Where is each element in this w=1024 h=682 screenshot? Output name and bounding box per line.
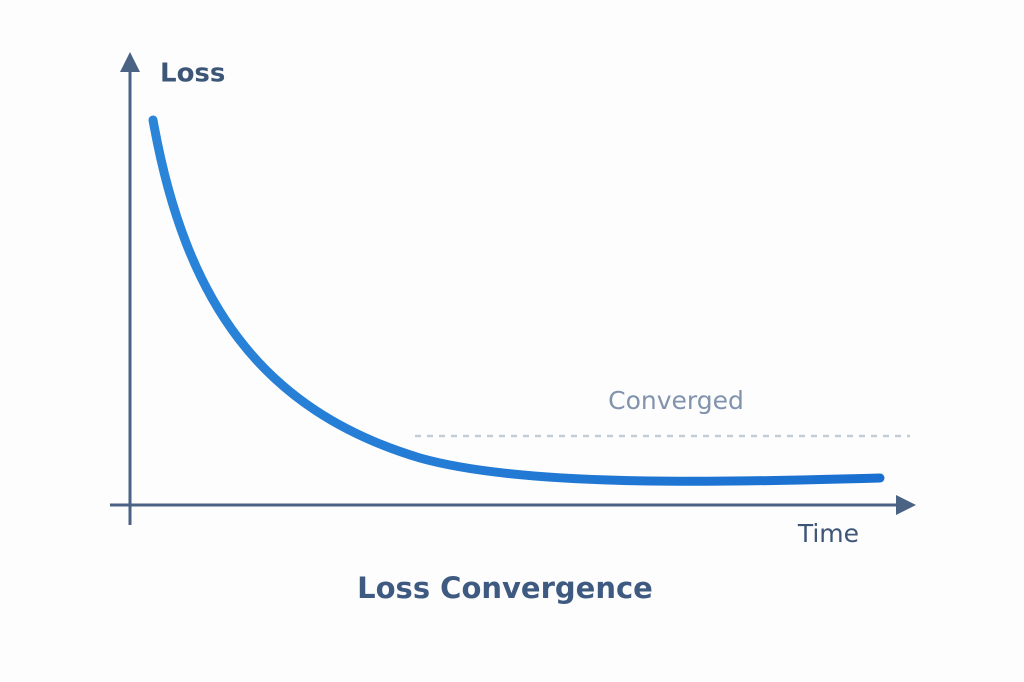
x-axis-arrow	[896, 495, 916, 515]
title: Loss Convergence	[357, 571, 653, 605]
loss-curve	[148, 115, 885, 486]
y-axis-arrow	[120, 52, 140, 72]
x-axis-label: Time	[797, 519, 859, 548]
annotation: Converged	[608, 386, 744, 415]
y-axis-label: Loss	[160, 59, 225, 89]
